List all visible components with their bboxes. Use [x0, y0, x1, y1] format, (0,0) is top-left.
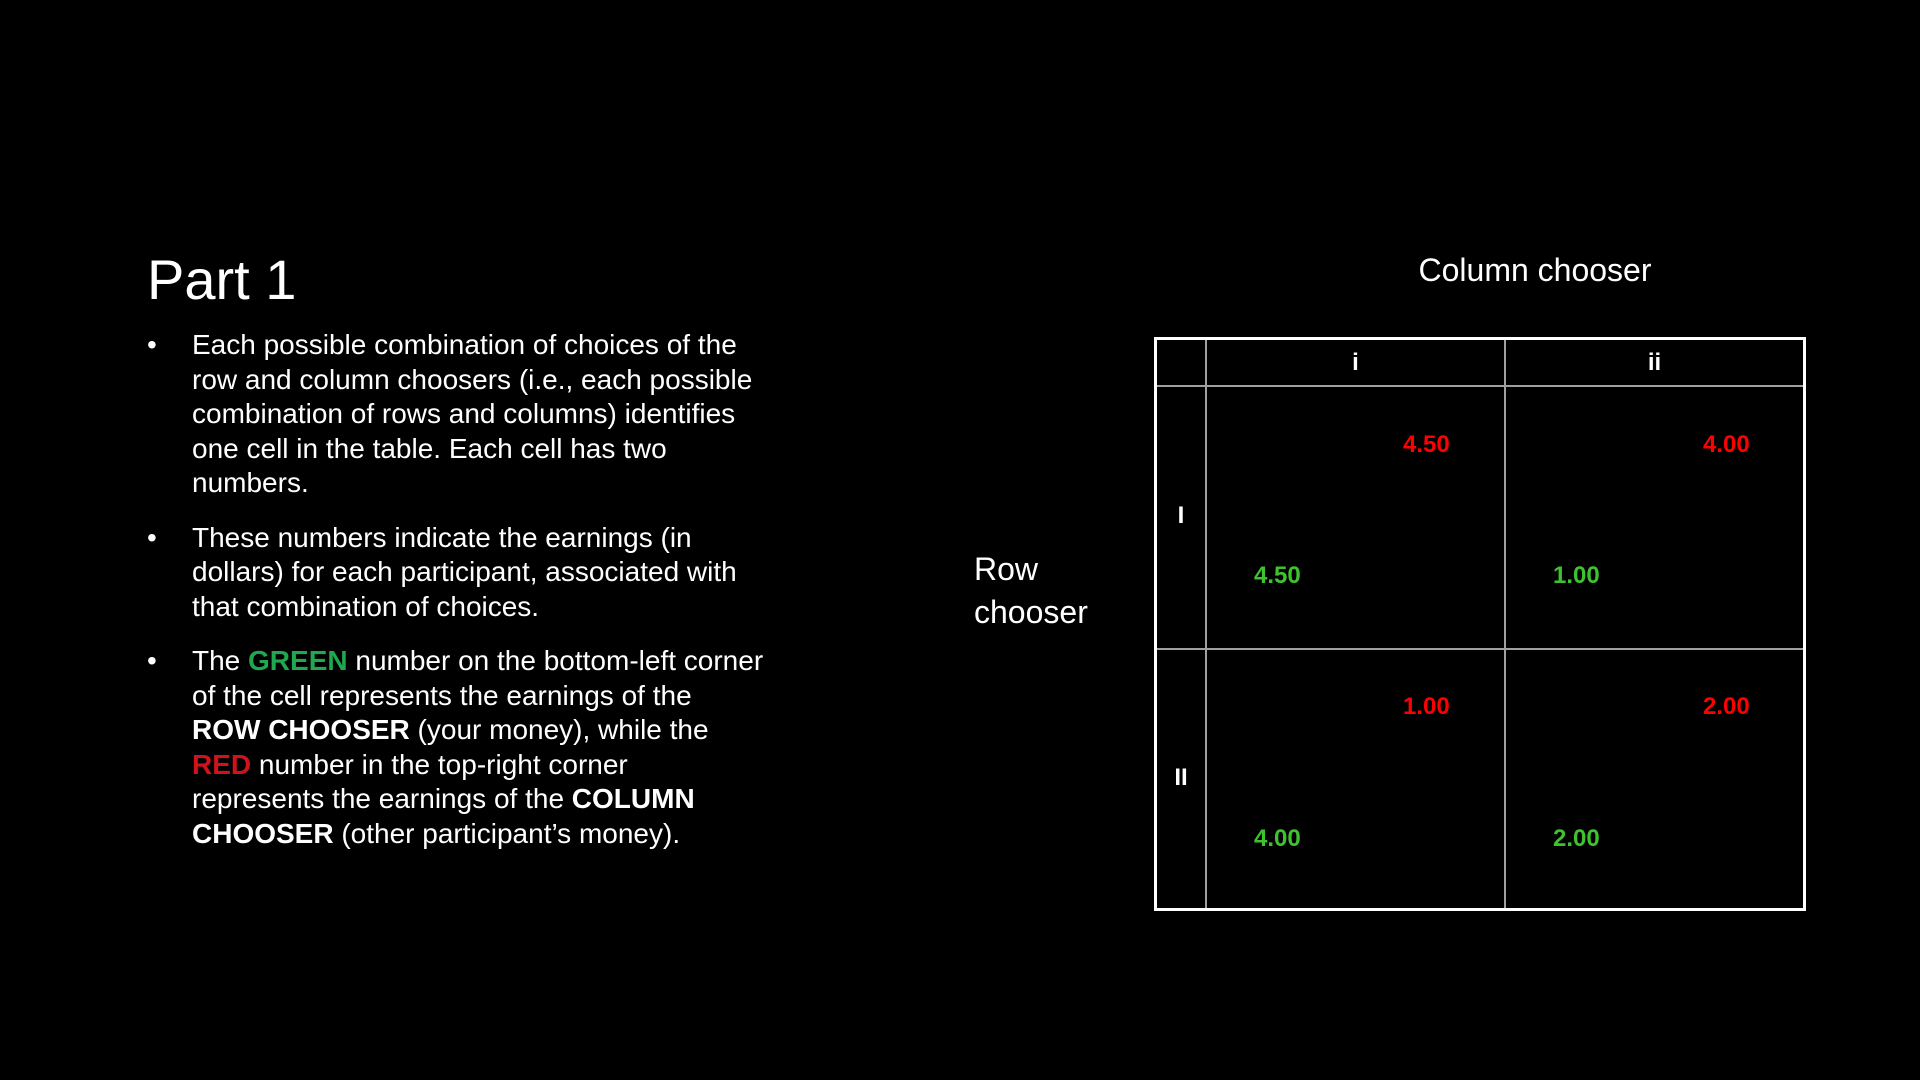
column-chooser-label: Column chooser [1418, 252, 1652, 288]
payoff-column-chooser: 4.50 [1403, 431, 1450, 458]
table-rowheader-divider [1205, 340, 1207, 908]
bullet-text-3-part1: The [192, 645, 249, 676]
row-chooser-keyword: ROW CHOOSER [192, 714, 410, 745]
red-keyword: RED [192, 748, 252, 780]
column-header-ii: ii [1647, 349, 1662, 376]
table-header-divider [1157, 385, 1803, 387]
bullet-dot-icon: • [147, 521, 157, 553]
column-header-i: i [1352, 349, 1359, 376]
bullet-text-1: Each possible combination of choices of … [192, 329, 753, 498]
bullet-text-2: These numbers indicate the earnings (in … [192, 521, 737, 622]
payoff-row-chooser: 1.00 [1553, 562, 1600, 589]
row-chooser-label: Row chooser [974, 548, 1088, 634]
bullet-list: • Each possible combination of choices o… [147, 328, 767, 871]
payoff-row-chooser: 4.00 [1254, 825, 1301, 852]
payoff-column-chooser: 2.00 [1703, 693, 1750, 720]
table-row-divider [1157, 648, 1803, 650]
bullet-dot-icon: • [147, 645, 157, 676]
payoff-column-chooser: 4.00 [1703, 431, 1750, 458]
payoff-column-chooser: 1.00 [1403, 693, 1450, 720]
column-chooser-keyword: COLUMN CHOOSER [192, 783, 695, 849]
payoff-table: i ii I II 4.50 4.50 4.00 1.00 1.00 4.00 … [1154, 337, 1806, 911]
bullet-item-3: • The GREEN number on the bottom-left co… [147, 644, 767, 851]
bullet-item-1: • Each possible combination of choices o… [147, 328, 767, 501]
row-chooser-label-line2: chooser [974, 594, 1088, 630]
row-header-II: II [1174, 764, 1188, 791]
bullet-item-2: • These numbers indicate the earnings (i… [147, 521, 767, 625]
payoff-row-chooser: 2.00 [1553, 825, 1600, 852]
bullet-text-3-part3: (your money), while the [409, 714, 709, 745]
bullet-text-3-part5: (other participant’s money). [333, 817, 681, 849]
table-column-divider [1504, 340, 1506, 908]
bullet-text-3-part4: number in the top-right corner represent… [192, 748, 628, 815]
row-header-I: I [1177, 502, 1185, 529]
green-keyword: GREEN [248, 645, 348, 676]
slide-title: Part 1 [147, 248, 297, 311]
payoff-row-chooser: 4.50 [1254, 562, 1301, 589]
row-chooser-label-line1: Row [974, 551, 1039, 587]
bullet-dot-icon: • [147, 329, 157, 360]
bullet-text-3-part2: number on the bottom-left corner of the … [192, 645, 764, 711]
